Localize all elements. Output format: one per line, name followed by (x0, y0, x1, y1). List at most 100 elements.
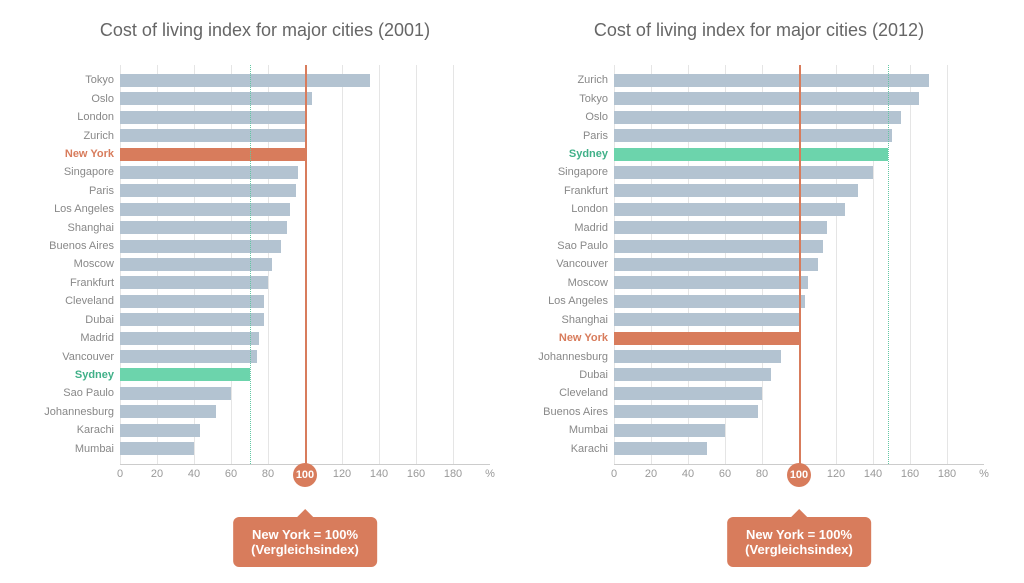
x-tick: 40 (682, 468, 694, 480)
bar (120, 184, 296, 197)
bar-label: Frankfurt (564, 185, 608, 197)
bar-label: Paris (583, 130, 608, 142)
x-tick: 120 (827, 468, 845, 480)
x-tick: 140 (370, 468, 388, 480)
bar (120, 332, 259, 345)
bar (120, 313, 264, 326)
bar (614, 92, 919, 105)
ny-callout: New York = 100% (Vergleichsindex) (233, 517, 377, 567)
bar-label: Mumbai (569, 424, 608, 436)
x-tick: 80 (756, 468, 768, 480)
chart-panel-2001: Cost of living index for major cities (2… (30, 20, 500, 583)
bar-label: Frankfurt (70, 277, 114, 289)
x-axis: 020406080100120140160180% (614, 465, 984, 487)
bar-label: Tokyo (85, 74, 114, 86)
bar-label: Madrid (574, 222, 608, 234)
bar (614, 258, 818, 271)
x-tick: 180 (444, 468, 462, 480)
bar (120, 111, 307, 124)
bar (120, 442, 194, 455)
bar-label: Karachi (77, 424, 114, 436)
bar-label: Johannesburg (538, 351, 608, 363)
bar-label: Moscow (74, 258, 114, 270)
x-tick: 140 (864, 468, 882, 480)
callout-line-2: (Vergleichsindex) (251, 542, 359, 557)
bar-label: Buenos Aires (49, 240, 114, 252)
bar-label: Singapore (558, 166, 608, 178)
bar-label: Vancouver (556, 258, 608, 270)
bar (614, 350, 781, 363)
bar (614, 129, 892, 142)
bar-label: Dubai (579, 369, 608, 381)
callout-line-2: (Vergleichsindex) (745, 542, 853, 557)
bar (614, 240, 823, 253)
callout-line-1: New York = 100% (745, 527, 853, 542)
bar (614, 387, 762, 400)
bar (120, 203, 290, 216)
x-tick-100-badge: 100 (293, 463, 317, 487)
bar (614, 221, 827, 234)
x-axis: 020406080100120140160180% (120, 465, 490, 487)
ny-100-reference-line (305, 65, 307, 464)
bar-label: Madrid (80, 332, 114, 344)
bar-label: Singapore (64, 166, 114, 178)
sydney-reference-line (888, 65, 889, 464)
x-tick: 180 (938, 468, 956, 480)
bar (614, 276, 808, 289)
bar-label: Mumbai (75, 443, 114, 455)
bar-label: Zurich (83, 130, 114, 142)
bar-label: Cleveland (65, 295, 114, 307)
bar (614, 405, 758, 418)
bar (614, 295, 805, 308)
callout-line-1: New York = 100% (251, 527, 359, 542)
x-tick: 60 (719, 468, 731, 480)
bar-label: Buenos Aires (543, 406, 608, 418)
bar-label: Sao Paulo (63, 387, 114, 399)
bar-label: London (77, 111, 114, 123)
bar-label: London (571, 203, 608, 215)
ny-callout: New York = 100% (Vergleichsindex) (727, 517, 871, 567)
ny-100-reference-line (799, 65, 801, 464)
bar (120, 368, 250, 381)
bar-label: Zurich (577, 74, 608, 86)
x-tick: 120 (333, 468, 351, 480)
chart-title: Cost of living index for major cities (2… (30, 20, 500, 41)
bar-label: Moscow (568, 277, 608, 289)
chart-plot-area: TokyoOsloLondonZurichNew YorkSingaporePa… (120, 65, 490, 465)
bar (614, 148, 888, 161)
bar-label: Sydney (569, 148, 608, 160)
bar (120, 350, 257, 363)
bar (120, 405, 216, 418)
bar-label: Los Angeles (54, 203, 114, 215)
bar (614, 166, 873, 179)
bar (614, 424, 725, 437)
sydney-reference-line (250, 65, 251, 464)
bar (614, 184, 858, 197)
bar-label: Oslo (91, 93, 114, 105)
chart-plot-area: ZurichTokyoOsloParisSydneySingaporeFrank… (614, 65, 984, 465)
bar-label: Johannesburg (44, 406, 114, 418)
bar (614, 368, 771, 381)
bar (120, 276, 268, 289)
x-tick-100-badge: 100 (787, 463, 811, 487)
chart-panel-2012: Cost of living index for major cities (2… (524, 20, 994, 583)
bar (120, 92, 312, 105)
x-tick: 160 (407, 468, 425, 480)
bar (614, 332, 799, 345)
bar-label: Cleveland (559, 387, 608, 399)
bar (120, 148, 305, 161)
bar (614, 111, 901, 124)
bar-label: New York (559, 332, 608, 344)
bar (120, 221, 287, 234)
bar-label: Dubai (85, 314, 114, 326)
bar (120, 74, 370, 87)
bar-label: Shanghai (562, 314, 609, 326)
bar-label: Vancouver (62, 351, 114, 363)
x-tick: 80 (262, 468, 274, 480)
bar-label: Sao Paulo (557, 240, 608, 252)
bar-label: Karachi (571, 443, 608, 455)
x-tick: 60 (225, 468, 237, 480)
bar-label: Shanghai (68, 222, 115, 234)
x-tick: 0 (117, 468, 123, 480)
bar (120, 424, 200, 437)
